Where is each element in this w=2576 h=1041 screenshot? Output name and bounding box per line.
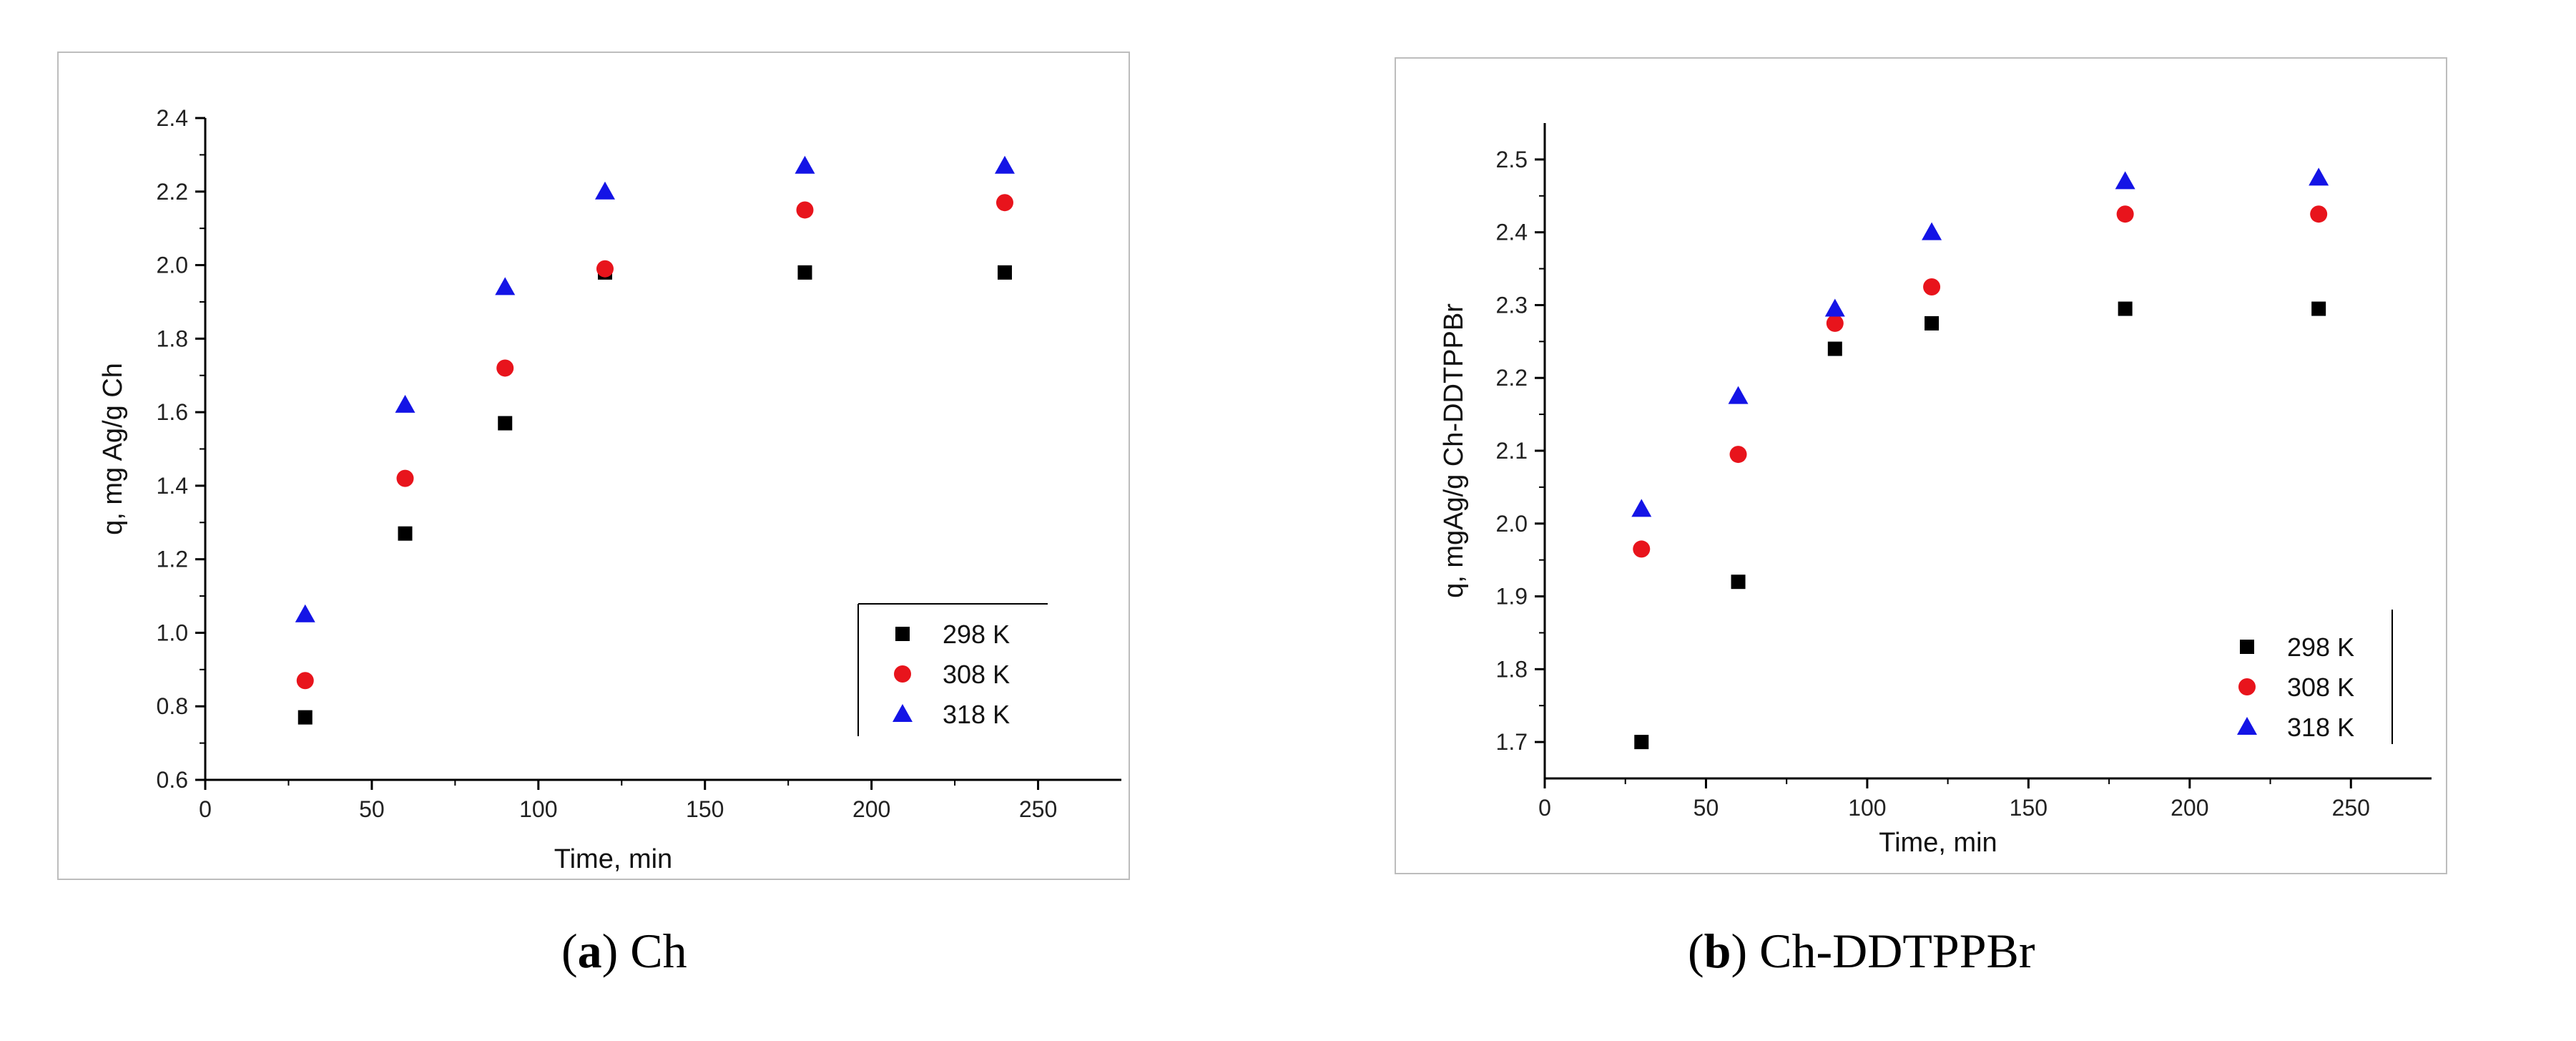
chart-a-x-axis-label: Time, min — [554, 844, 672, 874]
chart-a-legend-marker — [895, 627, 910, 641]
chart-b-x-axis-label: Time, min — [1879, 828, 1997, 858]
chart-a-y-axis-label: q, mg Ag/g Ch — [98, 363, 128, 535]
chart-b-point-308k — [2116, 205, 2134, 223]
chart-a-frame — [57, 52, 1130, 880]
chart-a-legend-label: 318 K — [943, 700, 1010, 729]
chart-b-point-308k — [1826, 314, 1844, 332]
chart-a-y-tick-label: 1.8 — [157, 326, 188, 351]
chart-a-y-tick-label: 1.4 — [157, 473, 188, 499]
chart-a-y-tick-label: 2.0 — [157, 253, 188, 278]
chart-b-point-318k — [1728, 386, 1749, 404]
chart-a-point-318k — [795, 155, 815, 174]
chart-b-legend-label: 298 K — [2287, 632, 2354, 662]
chart-b-x-tick-label: 150 — [2010, 795, 2047, 821]
chart-b-y-tick-label: 2.5 — [1496, 147, 1528, 172]
chart-a-point-308k — [996, 194, 1013, 212]
chart-b-y-tick-label: 2.1 — [1496, 438, 1528, 464]
chart-b-point-298k — [2311, 301, 2326, 316]
chart-b-point-298k — [1827, 341, 1842, 356]
chart-b-caption-letter: b — [1704, 924, 1731, 978]
chart-b-y-tick-label: 1.9 — [1496, 584, 1528, 610]
chart-b-y-axis-label: q, mgAg/g Ch-DDTPPBr — [1439, 303, 1469, 598]
chart-b-caption: (b) Ch-DDTPPBr — [1688, 924, 2035, 978]
chart-b-x-tick-label: 50 — [1693, 795, 1719, 821]
chart-a-point-308k — [596, 260, 614, 278]
chart-b-point-308k — [1729, 446, 1747, 464]
chart-a-point-298k — [298, 710, 313, 725]
chart-a-caption: (a) Ch — [561, 924, 687, 978]
chart-a-point-308k — [296, 672, 314, 690]
chart-a-y-tick-label: 2.4 — [157, 105, 188, 131]
chart-a-y-tick-label: 1.2 — [157, 547, 188, 572]
chart-a-x-tick-label: 50 — [359, 796, 385, 822]
chart-b-point-298k — [1924, 316, 1940, 331]
chart-a-point-308k — [396, 469, 414, 487]
chart-a-x-tick-label: 200 — [852, 796, 890, 822]
chart-a-legend-marker — [893, 704, 913, 722]
chart-a-caption-text: ) Ch — [601, 924, 687, 978]
chart-b-x-tick-label: 0 — [1538, 795, 1551, 821]
chart-a-y-tick-label: 1.0 — [157, 620, 188, 645]
chart-b-point-318k — [2115, 171, 2135, 190]
chart-a-x-tick-label: 150 — [686, 796, 724, 822]
chart-b-legend-marker — [2237, 717, 2257, 735]
chart-a-legend-marker — [894, 665, 911, 683]
chart-b-frame — [1395, 57, 2447, 874]
chart-a-point-318k — [994, 155, 1015, 174]
chart-b-point-298k — [2118, 301, 2133, 316]
chart-b-x-tick-label: 200 — [2171, 795, 2208, 821]
chart-b-point-298k — [1731, 575, 1746, 590]
chart-b-y-tick-label: 2.4 — [1496, 220, 1528, 245]
chart-a-y-tick-label: 0.8 — [157, 693, 188, 719]
chart-a-point-298k — [797, 265, 812, 280]
chart-a-point-318k — [395, 394, 416, 413]
chart-b-legend-label: 308 K — [2287, 673, 2354, 702]
chart-b-x-tick-label: 100 — [1848, 795, 1886, 821]
chart-a-x-tick-label: 100 — [519, 796, 557, 822]
chart-b-caption-text: ) Ch-DDTPPBr — [1731, 924, 2035, 978]
chart-b-y-tick-label: 2.3 — [1496, 292, 1528, 318]
chart-b-point-318k — [1824, 298, 1845, 317]
chart-a-y-tick-label: 0.6 — [157, 767, 188, 793]
chart-b-point-308k — [1923, 278, 1941, 295]
chart-b-x-tick-label: 250 — [2332, 795, 2370, 821]
chart-b-point-318k — [1922, 222, 1942, 240]
chart-b-point-308k — [1633, 540, 1651, 558]
chart-a-y-tick-label: 2.2 — [157, 179, 188, 205]
chart-b-y-tick-label: 2.2 — [1496, 365, 1528, 391]
chart-a-legend-label: 298 K — [943, 620, 1010, 649]
chart-a-x-tick-label: 0 — [199, 796, 212, 822]
chart-a-point-308k — [496, 359, 514, 377]
chart-b-point-318k — [2309, 167, 2329, 186]
chart-a-point-308k — [796, 201, 814, 219]
chart-a-point-298k — [997, 265, 1012, 280]
chart-a-point-318k — [495, 277, 516, 295]
chart-a-point-298k — [398, 526, 413, 541]
chart-b-point-318k — [1631, 499, 1652, 517]
chart-a-legend-label: 308 K — [943, 660, 1010, 689]
chart-a-y-tick-label: 1.6 — [157, 399, 188, 425]
chart-a-point-318k — [295, 604, 315, 622]
chart-b-y-tick-label: 2.0 — [1496, 511, 1528, 537]
chart-b-y-tick-label: 1.8 — [1496, 656, 1528, 682]
chart-a-caption-letter: a — [577, 924, 602, 978]
chart-a-point-298k — [498, 416, 513, 431]
chart-b-y-tick-label: 1.7 — [1496, 729, 1528, 755]
chart-a-x-tick-label: 250 — [1019, 796, 1057, 822]
chart-b-legend-marker — [2240, 640, 2254, 654]
chart-a-point-318k — [594, 181, 615, 200]
chart-b-legend-label: 318 K — [2287, 713, 2354, 742]
chart-b-point-298k — [1634, 735, 1649, 750]
chart-b-legend-marker — [2238, 678, 2256, 695]
chart-b-point-308k — [2310, 205, 2328, 223]
